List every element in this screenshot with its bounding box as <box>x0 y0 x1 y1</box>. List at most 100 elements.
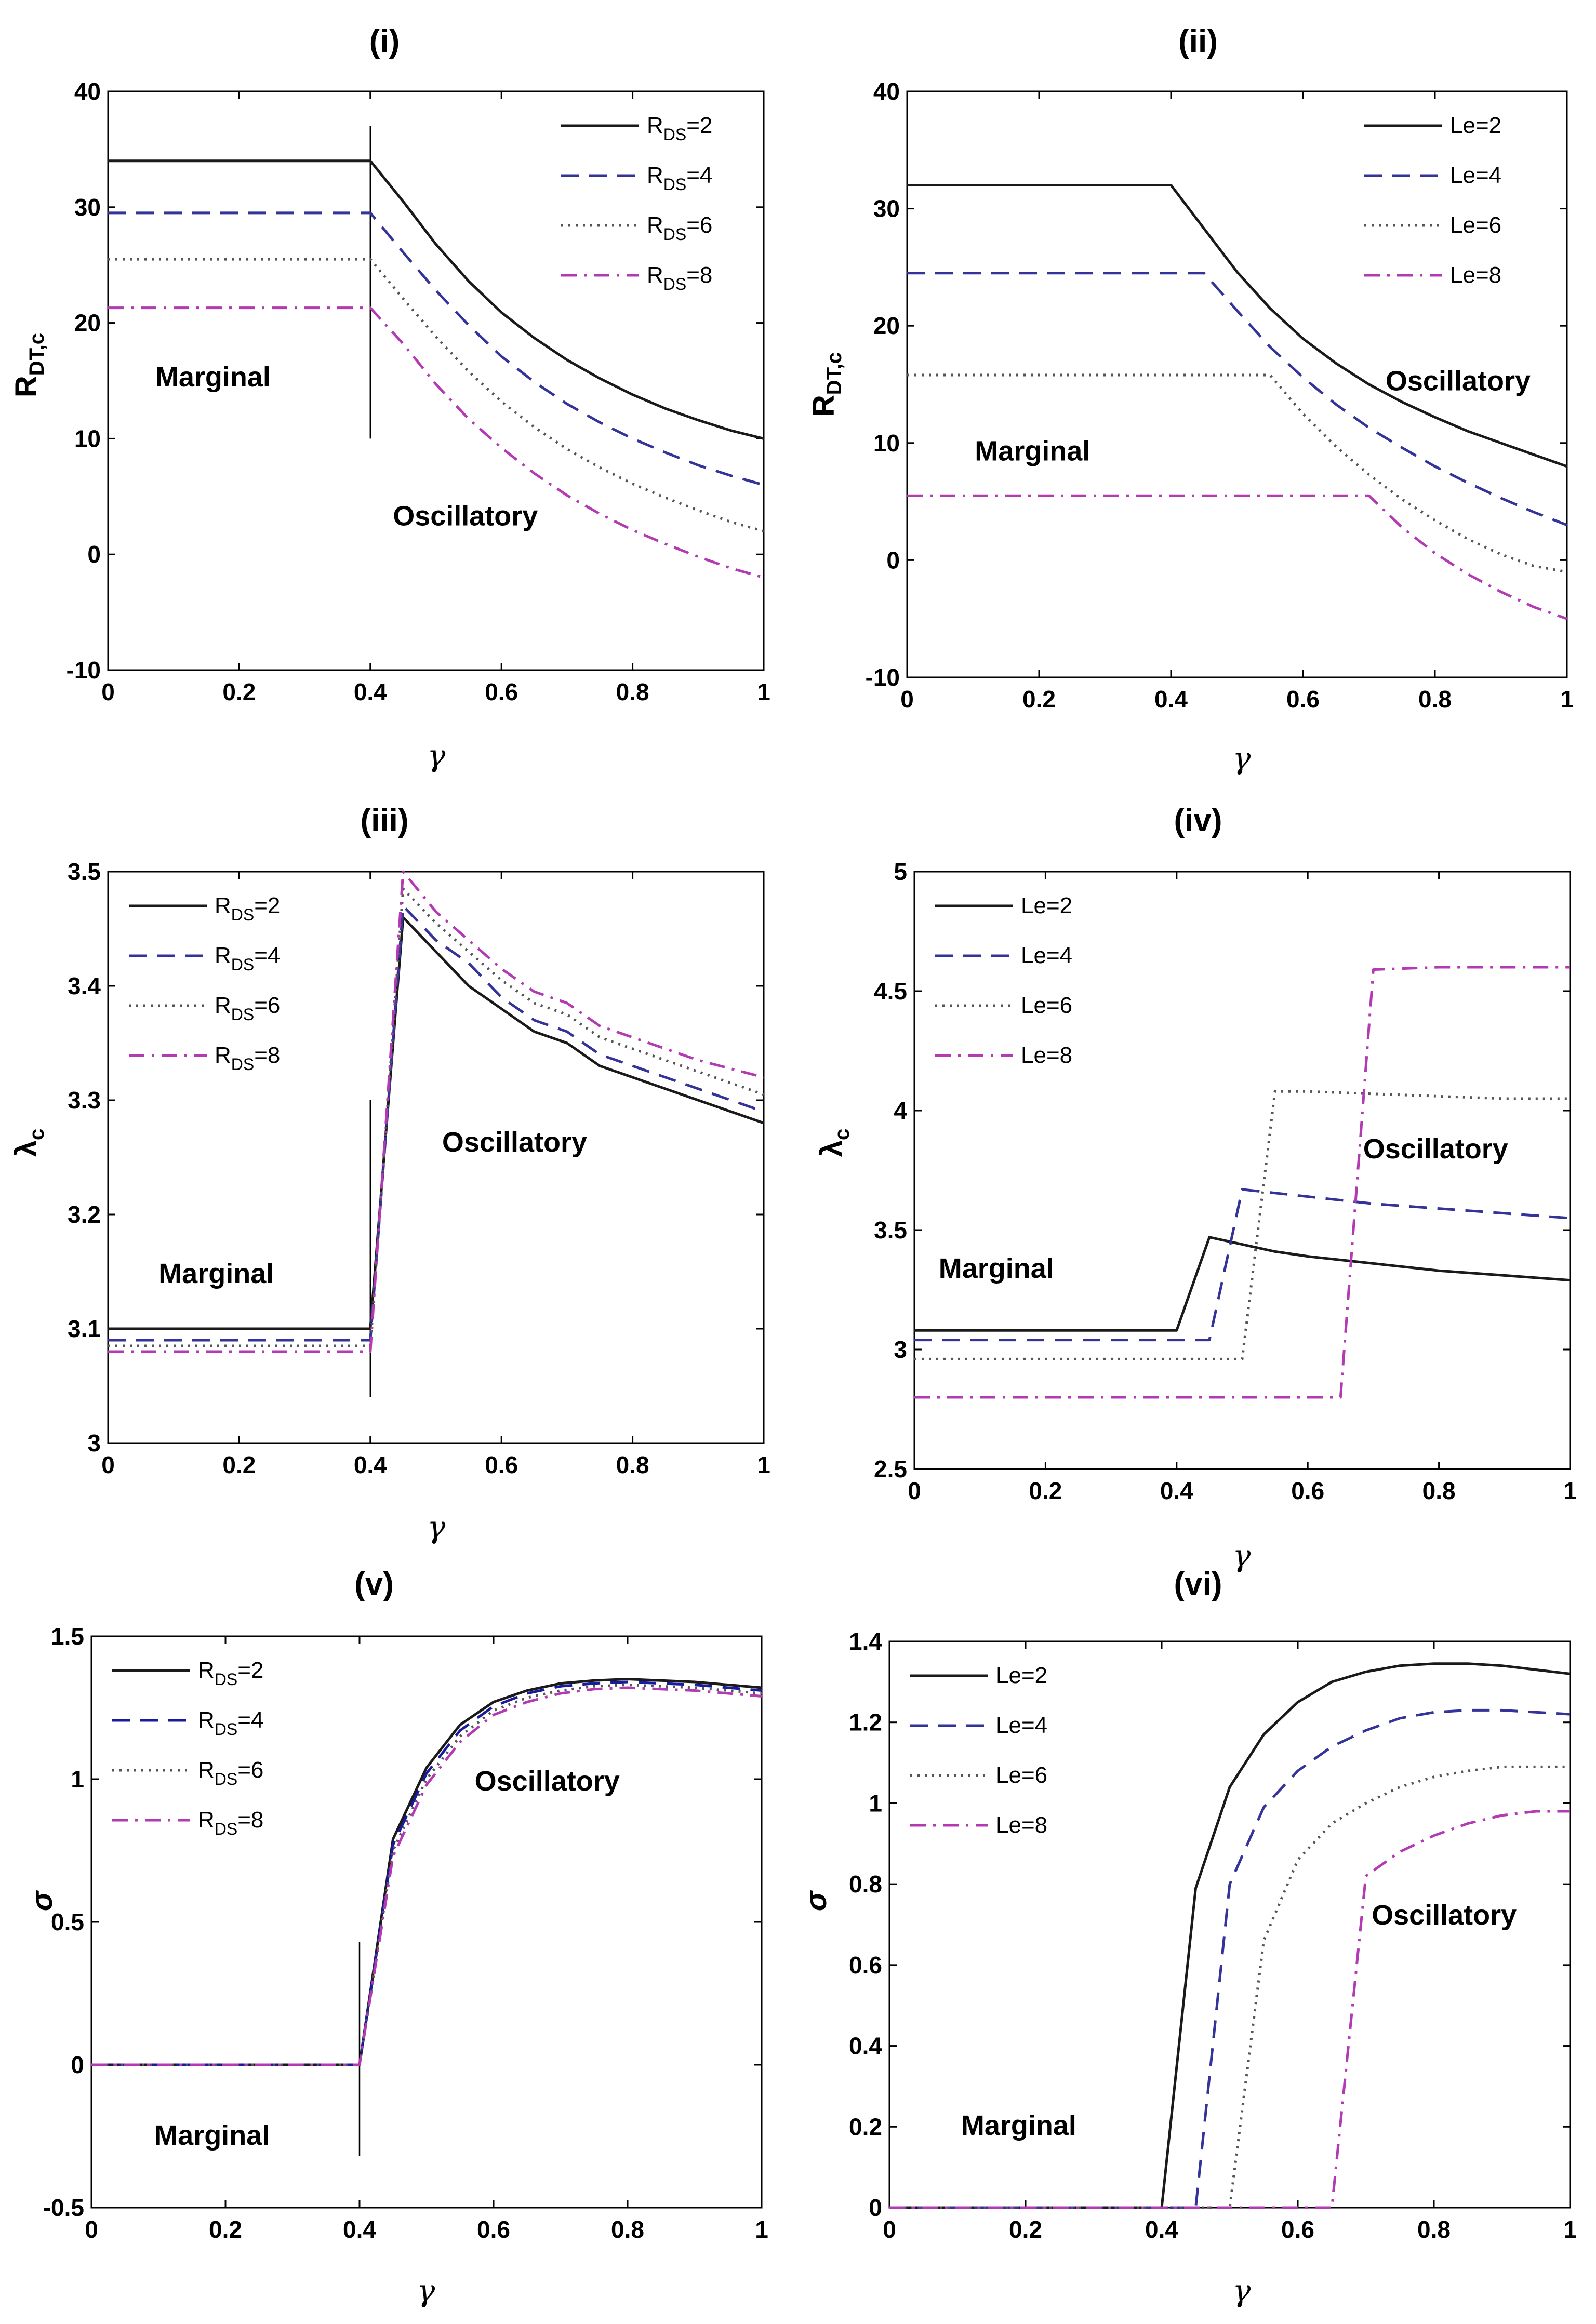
plot-area <box>107 90 765 671</box>
x-tick-label: 1 <box>1563 1477 1577 1504</box>
x-tick-label: 0.4 <box>354 1451 387 1478</box>
x-tick-label: 0.4 <box>1154 686 1188 713</box>
y-tick-label: 10 <box>74 425 101 452</box>
legend-label: RDS=4 <box>647 163 712 194</box>
y-tick-label: 3.3 <box>68 1087 101 1114</box>
legend-label: Le=2 <box>996 1663 1047 1688</box>
y-tick-label: 1 <box>869 1789 882 1817</box>
x-tick-label: 0.2 <box>1022 686 1056 713</box>
region-annotation: Marginal <box>961 2110 1076 2141</box>
panel-title: (i) <box>369 23 400 59</box>
y-tick-label: 1.4 <box>849 1628 882 1655</box>
y-tick-label: 3 <box>87 1430 101 1457</box>
legend: RDS=2 RDS=4 RDS=6 RDS=8 <box>561 113 712 293</box>
y-tick-label: 4.5 <box>874 978 907 1005</box>
legend: Le=2 Le=4 Le=6 Le=8 <box>910 1663 1047 1838</box>
region-annotation: Marginal <box>975 436 1090 467</box>
legend-label: RDS=8 <box>647 262 712 293</box>
panel-iii: (iii) 0 0.2 0.4 0.6 0.8 1 3 3.1 3.2 3.3 3.4 3.5 γ λc Ma… <box>9 803 770 1545</box>
x-tick-label: 0.2 <box>209 2216 242 2243</box>
series-line-2 <box>108 211 764 486</box>
panel-title: (vi) <box>1174 1566 1222 1602</box>
region-annotation: Marginal <box>158 1258 274 1289</box>
legend-label: RDS=6 <box>198 1757 263 1788</box>
x-tick-label: 0.4 <box>1160 1477 1193 1504</box>
plot-area <box>913 871 1571 1470</box>
x-tick-label: 0.6 <box>485 1451 518 1478</box>
y-tick-label: -0.5 <box>43 2194 84 2221</box>
y-tick-label: 2.5 <box>874 1455 907 1482</box>
region-annotation: Oscillatory <box>1372 1900 1517 1931</box>
legend-label: Le=6 <box>1450 212 1501 238</box>
x-axis-label: γ <box>1233 741 1251 776</box>
x-axis-label: γ <box>428 1510 446 1545</box>
legend-label: Le=4 <box>1450 163 1501 188</box>
plot-area <box>107 871 765 1444</box>
legend-label: RDS=6 <box>647 212 712 244</box>
series-line-1 <box>108 159 764 440</box>
y-tick-label: 30 <box>74 194 101 221</box>
x-tick-label: 0.2 <box>222 1451 256 1478</box>
x-tick-label: 0.8 <box>1417 2216 1451 2243</box>
y-tick-label: 30 <box>873 195 900 222</box>
region-annotation: Marginal <box>154 2120 270 2151</box>
legend-label: RDS=6 <box>215 993 280 1024</box>
panel-iv: (iv) 0 0.2 0.4 0.6 0.8 1 2.5 3 3.5 4 4.5 5 γ λc Margina… <box>815 803 1577 1573</box>
y-tick-label: 0.4 <box>849 2033 882 2060</box>
y-tick-label: 3.1 <box>68 1315 101 1342</box>
x-tick-label: 0 <box>101 1451 115 1478</box>
x-tick-label: 1 <box>757 678 770 705</box>
panel-title: (iii) <box>361 803 409 838</box>
legend-label: RDS=8 <box>198 1807 263 1838</box>
legend-label: Le=4 <box>996 1713 1047 1738</box>
y-tick-label: 1 <box>71 1766 84 1793</box>
legend-label: RDS=4 <box>215 943 280 974</box>
y-tick-label: -10 <box>66 657 101 684</box>
y-tick-label: 0.6 <box>849 1952 882 1979</box>
y-tick-label: 5 <box>894 858 907 885</box>
x-tick-label: 0.8 <box>1422 1477 1456 1504</box>
y-tick-label: 0 <box>869 2194 882 2221</box>
series-line-3 <box>914 1090 1570 1360</box>
legend: RDS=2 RDS=4 RDS=6 RDS=8 <box>112 1658 263 1838</box>
legend-label: RDS=2 <box>647 113 712 144</box>
x-axis-label: γ <box>1233 1538 1251 1573</box>
x-tick-label: 0.8 <box>616 678 649 705</box>
x-tick-label: 0.6 <box>1291 1477 1324 1504</box>
legend-label: RDS=2 <box>215 893 280 924</box>
panel-i: (i)0 0.2 0.4 0.6 0.8 1-10010203040γRDT,cMargi… <box>9 23 770 773</box>
y-tick-label: 4 <box>894 1097 907 1124</box>
legend: Le=2 Le=4 Le=6 Le=8 <box>935 893 1072 1068</box>
y-tick-label: 0.2 <box>849 2113 882 2140</box>
x-tick-label: 0.2 <box>1029 1477 1062 1504</box>
y-tick-label: 0 <box>71 2051 84 2078</box>
region-annotation: Oscillatory <box>475 1766 620 1797</box>
region-annotation: Oscillatory <box>442 1127 587 1158</box>
legend-label: Le=8 <box>1021 1043 1072 1068</box>
series-line-1 <box>907 184 1567 468</box>
x-tick-label: 0.2 <box>222 678 256 705</box>
series-line-2 <box>91 1680 762 2066</box>
region-annotation: Oscillatory <box>1363 1133 1508 1165</box>
y-tick-label: 3.5 <box>68 858 101 885</box>
series-line-3 <box>91 1684 762 2066</box>
y-tick-label: 3.2 <box>68 1201 101 1228</box>
panel-title: (v) <box>354 1566 394 1602</box>
series-line-2 <box>108 904 764 1342</box>
x-tick-label: 1 <box>1560 686 1574 713</box>
panel-title: (ii) <box>1178 23 1218 59</box>
x-tick-label: 0 <box>85 2216 98 2243</box>
x-tick-label: 0.4 <box>343 2216 376 2243</box>
series-line-3 <box>907 373 1567 573</box>
y-tick-label: 0.5 <box>51 1908 84 1935</box>
x-axis-label: γ <box>428 738 446 773</box>
y-tick-label: 1.2 <box>849 1709 882 1736</box>
plot-area <box>906 90 1568 678</box>
x-tick-label: 1 <box>755 2216 768 2243</box>
legend: Le=2 Le=4 Le=6 Le=8 <box>1364 113 1501 288</box>
series-line-4 <box>907 494 1567 620</box>
legend-label: Le=2 <box>1450 113 1501 138</box>
legend-label: Le=6 <box>1021 993 1072 1018</box>
series-line-1 <box>889 1662 1571 2209</box>
y-axis-label: σ <box>799 1890 833 1911</box>
